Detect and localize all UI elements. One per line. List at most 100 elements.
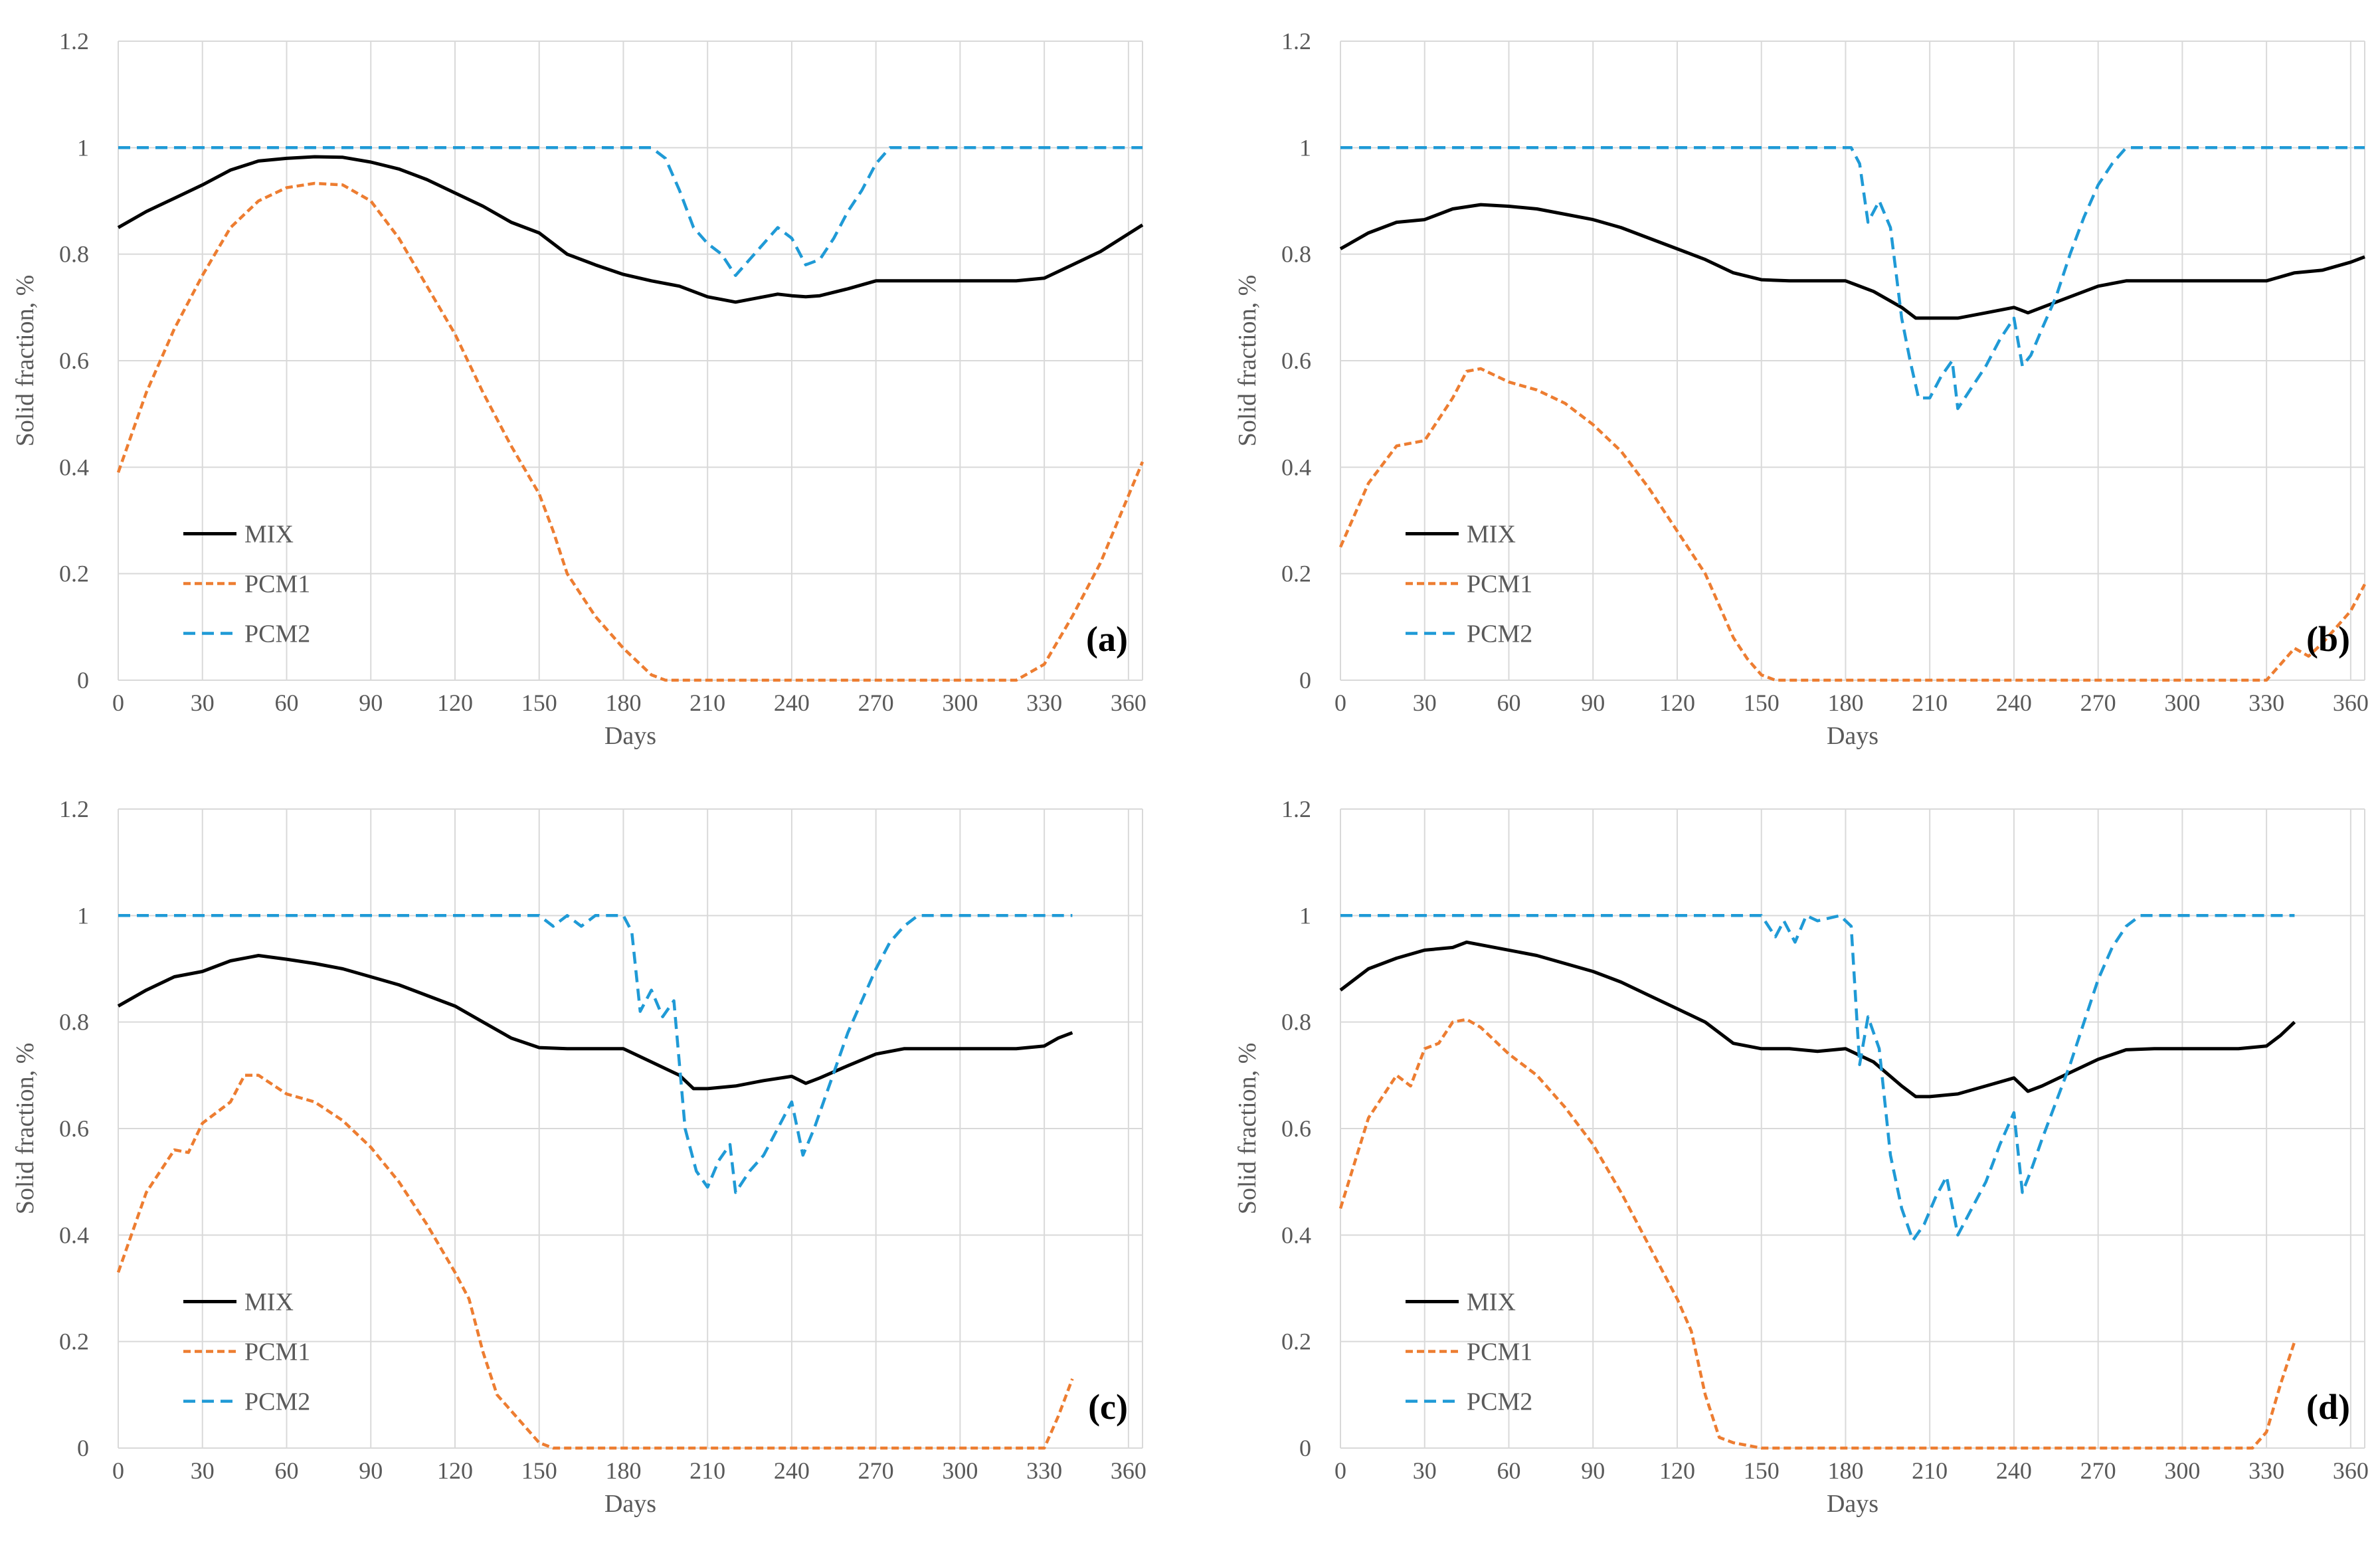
x-tick-label: 210 — [689, 1457, 725, 1484]
x-tick-label: 90 — [1581, 689, 1605, 716]
legend-label-pcm2: PCM2 — [1467, 620, 1532, 648]
x-tick-label: 240 — [774, 1457, 810, 1484]
x-tick-label: 360 — [2333, 1457, 2369, 1484]
x-tick-label: 30 — [191, 689, 215, 716]
legend-label-pcm1: PCM1 — [1467, 571, 1532, 598]
x-tick-label: 150 — [1744, 1457, 1780, 1484]
x-tick-label: 30 — [1413, 1457, 1437, 1484]
x-tick-label: 270 — [858, 1457, 894, 1484]
y-tick-label: 1 — [77, 902, 89, 929]
y-tick-label: 0.2 — [1281, 561, 1311, 587]
x-tick-label: 360 — [2333, 689, 2369, 716]
chart-panel: 0 30 60 90 120 150 180 210 240 270 300 330 360 0 0.2 0.… — [11, 28, 1146, 750]
panel-label: (c) — [1088, 1387, 1128, 1427]
x-tick-label: 360 — [1111, 1457, 1146, 1484]
y-tick-label: 1.2 — [59, 796, 89, 822]
x-tick-label: 210 — [1912, 689, 1948, 716]
x-tick-label: 240 — [774, 689, 810, 716]
chart-panel: 0 30 60 90 120 150 180 210 240 270 300 330 360 0 0.2 0.… — [11, 796, 1146, 1518]
y-tick-label: 0 — [1299, 667, 1311, 693]
series-line-pcm2 — [118, 914, 1073, 1194]
series-line-pcm1 — [1338, 367, 2366, 682]
y-tick-label: 0.6 — [59, 347, 89, 374]
y-tick-label: 0.2 — [59, 1328, 89, 1355]
x-tick-label: 330 — [1026, 1457, 1062, 1484]
x-tick-label: 330 — [2248, 1457, 2284, 1484]
y-tick-label: 0.2 — [1281, 1328, 1311, 1355]
series-line-pcm2 — [1340, 914, 2295, 1242]
legend-label-pcm2: PCM2 — [244, 1388, 310, 1416]
x-tick-label: 330 — [2248, 689, 2284, 716]
x-tick-label: 150 — [521, 689, 557, 716]
y-tick-label: 0.4 — [1281, 1222, 1311, 1248]
x-tick-label: 180 — [605, 689, 641, 716]
y-tick-label: 0.8 — [59, 1009, 89, 1036]
y-tick-label: 0.4 — [1281, 454, 1311, 480]
x-tick-label: 150 — [521, 1457, 557, 1484]
x-tick-label: 30 — [1413, 689, 1437, 716]
x-tick-label: 330 — [1026, 689, 1062, 716]
y-axis-title: Solid fraction, % — [11, 1043, 39, 1215]
panel-label: (d) — [2306, 1387, 2350, 1427]
series-line-pcm1 — [116, 1073, 1074, 1450]
legend-label-mix: MIX — [1467, 1289, 1516, 1317]
series-line-pcm2 — [118, 146, 1143, 277]
x-tick-label: 180 — [1827, 689, 1863, 716]
x-axis-title: Days — [1827, 1490, 1878, 1518]
legend-label-mix: MIX — [1467, 521, 1516, 549]
x-axis-title: Days — [1827, 722, 1878, 750]
x-tick-label: 90 — [359, 689, 383, 716]
x-tick-label: 0 — [112, 689, 124, 716]
series-line-pcm2 — [1340, 146, 2365, 411]
chart-panel: 0 30 60 90 120 150 180 210 240 270 300 330 360 0 0.2 0.… — [1234, 28, 2369, 750]
y-tick-label: 0.2 — [59, 561, 89, 587]
x-axis-title: Days — [604, 722, 656, 750]
series-line-mix — [1339, 203, 2365, 320]
x-tick-label: 60 — [1497, 689, 1520, 716]
series-line-mix — [1339, 940, 2296, 1099]
y-tick-label: 1.2 — [1281, 28, 1311, 54]
series-line-pcm1 — [116, 181, 1144, 682]
x-tick-label: 300 — [942, 1457, 978, 1484]
legend-label-pcm1: PCM1 — [244, 571, 310, 598]
y-tick-label: 0.6 — [1281, 1115, 1311, 1142]
y-tick-label: 0.8 — [1281, 1009, 1311, 1036]
x-tick-label: 270 — [858, 689, 894, 716]
x-tick-label: 120 — [437, 1457, 473, 1484]
chart-panel: 0 30 60 90 120 150 180 210 240 270 300 330 360 0 0.2 0.… — [1234, 796, 2369, 1518]
y-tick-label: 0.8 — [1281, 241, 1311, 268]
y-tick-label: 1.2 — [59, 28, 89, 54]
series-line-mix — [117, 155, 1144, 304]
x-tick-label: 150 — [1744, 689, 1780, 716]
series-line-mix — [117, 954, 1073, 1091]
x-tick-label: 300 — [2164, 689, 2200, 716]
legend-label-pcm2: PCM2 — [244, 620, 310, 648]
y-tick-label: 0 — [1299, 1435, 1311, 1461]
y-tick-label: 0.6 — [59, 1115, 89, 1142]
series-line-pcm1 — [1338, 1018, 2296, 1450]
x-axis-title: Days — [604, 1490, 656, 1518]
y-tick-label: 1 — [1299, 902, 1311, 929]
y-tick-label: 1 — [1299, 134, 1311, 161]
y-tick-label: 0 — [77, 1435, 89, 1461]
x-tick-label: 0 — [1334, 689, 1346, 716]
x-tick-label: 240 — [1996, 689, 2032, 716]
legend-label-mix: MIX — [244, 1289, 294, 1317]
x-tick-label: 0 — [112, 1457, 124, 1484]
x-tick-label: 60 — [274, 1457, 298, 1484]
y-axis-title: Solid fraction, % — [1234, 1043, 1261, 1215]
y-tick-label: 0.8 — [59, 241, 89, 268]
x-tick-label: 300 — [942, 689, 978, 716]
y-tick-label: 0.4 — [59, 454, 89, 480]
x-tick-label: 90 — [359, 1457, 383, 1484]
x-tick-label: 270 — [2080, 1457, 2116, 1484]
x-tick-label: 360 — [1111, 689, 1146, 716]
legend-label-pcm1: PCM1 — [1467, 1338, 1532, 1366]
legend-label-mix: MIX — [244, 521, 294, 549]
x-tick-label: 180 — [605, 1457, 641, 1484]
y-tick-label: 0 — [77, 667, 89, 693]
x-tick-label: 120 — [437, 689, 473, 716]
x-tick-label: 120 — [1659, 1457, 1695, 1484]
y-tick-label: 0.6 — [1281, 347, 1311, 374]
